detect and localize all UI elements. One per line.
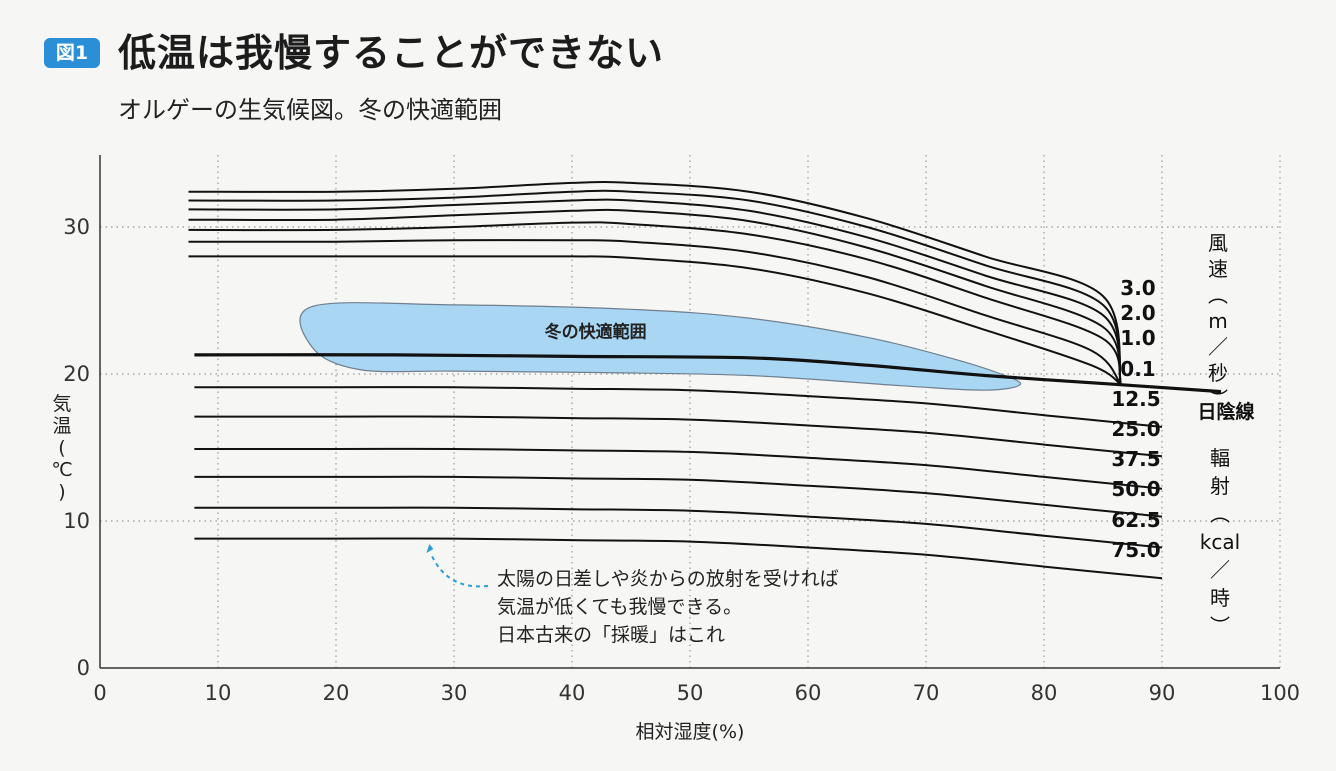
x-tick-label: 80	[1031, 681, 1058, 705]
x-tick-label: 50	[677, 681, 704, 705]
annotation-text-line: 日本古来の「採暖」はこれ	[497, 624, 725, 646]
y-axis-title: 気温(℃)	[51, 393, 72, 503]
y-tick-label: 10	[63, 509, 90, 533]
wind-speed-line	[188, 180, 1122, 385]
radiation-line	[194, 506, 1163, 549]
wind-speed-label: 3.0	[1120, 276, 1155, 300]
radiation-line	[194, 415, 1163, 458]
comfort-zone-layer	[299, 302, 1022, 391]
x-tick-label: 10	[205, 681, 232, 705]
figure-subtitle: オルゲーの生気候図。冬の快適範囲	[118, 96, 502, 124]
radiation-label: 62.5	[1111, 508, 1160, 532]
wind-speed-unit-label: 風速︵ m ／秒︶	[1208, 231, 1228, 411]
y-tick-label: 0	[77, 656, 90, 680]
x-tick-label: 40	[559, 681, 586, 705]
wind-speed-line	[188, 239, 1122, 385]
annotation-text-line: 気温が低くても我慢できる。	[497, 596, 742, 618]
shade-line-label: 日陰線	[1197, 400, 1254, 423]
radiation-label: 37.5	[1111, 447, 1160, 471]
x-tick-label: 30	[441, 681, 468, 705]
comfort-zone	[299, 302, 1022, 391]
grid	[100, 155, 1281, 668]
y-tick-label: 30	[63, 215, 90, 239]
wind-speed-line	[188, 255, 1122, 386]
radiation-line	[194, 475, 1163, 518]
y-tick-label: 20	[63, 362, 90, 386]
x-tick-label: 100	[1260, 681, 1300, 705]
x-tick-label: 0	[93, 681, 106, 705]
axes: 0 10 20 30 40 50 60 70 80 90 100 0 10 20 30 相対湿度(%) 気温(℃…	[51, 155, 1300, 743]
wind-speed-label: 0.1	[1120, 357, 1155, 381]
x-tick-label: 70	[913, 681, 940, 705]
wind-speed-line	[188, 198, 1122, 385]
annotation-arrow	[431, 555, 489, 588]
radiation-line	[194, 386, 1163, 428]
figure-title: 低温は我慢することができない	[118, 31, 665, 75]
radiation-unit-label: 輻射︵ kcal ／時︶	[1200, 446, 1240, 638]
labels-layer: 冬の快適範囲 0.1 1.02.03.0 12.5 25.0 37.5 50.0 62.5 75…	[545, 231, 1255, 638]
radiation-line	[194, 537, 1163, 580]
shade-line	[194, 353, 1222, 394]
radiation-label: 50.0	[1111, 477, 1160, 501]
radiation-label: 25.0	[1111, 417, 1160, 441]
x-tick-label: 60	[795, 681, 822, 705]
wind-speed-line	[188, 189, 1122, 385]
radiation-label: 75.0	[1111, 538, 1160, 562]
curves-layer	[188, 180, 1222, 580]
radiation-label: 12.5	[1111, 387, 1160, 411]
x-axis-title: 相対湿度(%)	[636, 721, 745, 743]
wind-speed-line	[188, 208, 1122, 385]
comfort-zone-label: 冬の快適範囲	[545, 321, 647, 342]
wind-speed-label: 2.0	[1120, 301, 1155, 325]
x-tick-label: 90	[1149, 681, 1176, 705]
x-tick-label: 20	[323, 681, 350, 705]
wind-speed-label: 1.0	[1120, 326, 1155, 350]
annotation-text-line: 太陽の日差しや炎からの放射を受ければ	[497, 568, 839, 590]
annotation-layer: 太陽の日差しや炎からの放射を受ければ気温が低くても我慢できる。日本古来の「採暖」…	[426, 544, 839, 646]
figure-badge: 図1	[44, 38, 100, 68]
radiation-line	[194, 447, 1163, 490]
wind-speed-line	[188, 221, 1122, 385]
annotation-arrowhead	[426, 544, 434, 554]
